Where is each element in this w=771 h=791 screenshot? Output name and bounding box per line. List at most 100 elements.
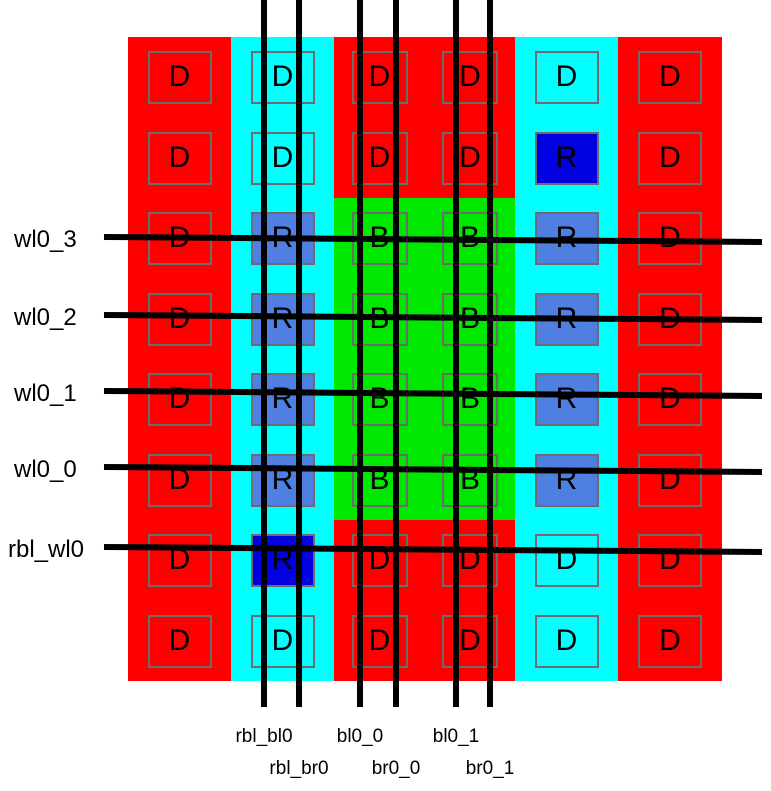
bitcell-outline: [442, 51, 498, 104]
bitcell-column-bl0-1-row-2: B: [425, 198, 515, 279]
bitcell-column-bl0-0-row-4: B: [334, 359, 425, 440]
bitcell-column-right-port-row-1: R: [515, 118, 618, 199]
bitcell-column-right-dummy-row-7: D: [618, 601, 722, 682]
bitcell-column-rbl-row-3: R: [231, 279, 334, 360]
bitcell-outline: [638, 131, 702, 185]
wordline-label-wl0_3: wl0_3: [14, 226, 77, 253]
wordline-label-wl0_1: wl0_1: [14, 380, 77, 407]
bitcell-outline: [352, 51, 408, 104]
bitcell-outline: [148, 131, 212, 185]
bitcell-outline: [352, 131, 408, 185]
bitcell-column-left-dummy-row-0: D: [128, 37, 231, 118]
bitcell-fill: [535, 212, 599, 265]
bitcell-outline: [638, 292, 702, 346]
bitcell-column-left-dummy-row-7: D: [128, 601, 231, 682]
wordline-label-wl0_0: wl0_0: [14, 456, 77, 483]
bitcell-outline: [352, 212, 408, 265]
bitcell-fill: [251, 453, 315, 507]
bitcell-column-bl0-1-row-5: B: [425, 440, 515, 521]
bitcell-column-rbl-row-7: D: [231, 601, 334, 682]
bitcell-column-rbl-row-0: D: [231, 37, 334, 118]
bitcell-fill: [251, 292, 315, 346]
bitcell-outline: [535, 51, 599, 104]
bitcell-column-right-port-row-7: D: [515, 601, 618, 682]
bitcell-outline: [148, 534, 212, 587]
bitcell-outline: [535, 614, 599, 668]
bitcell-outline: [638, 614, 702, 668]
bitcell-outline: [638, 373, 702, 426]
bitcell-column-left-dummy-row-5: D: [128, 440, 231, 521]
wordline-label-wl0_2: wl0_2: [14, 304, 77, 331]
bitcell-outline: [352, 453, 408, 507]
bitcell-outline: [638, 534, 702, 587]
bitcell-outline: [148, 51, 212, 104]
bitcell-outline: [251, 51, 315, 104]
bitcell-fill: [535, 453, 599, 507]
bitcell-column-right-port-row-6: D: [515, 520, 618, 601]
bitcell-outline: [442, 453, 498, 507]
bitcell-column-bl0-0-row-6: D: [334, 520, 425, 601]
bitcell-outline: [638, 51, 702, 104]
bitcell-column-bl0-0-row-3: B: [334, 279, 425, 360]
bitcell-column-left-dummy-row-6: D: [128, 520, 231, 601]
bitcell-column-bl0-1-row-4: B: [425, 359, 515, 440]
bitcell-outline: [352, 614, 408, 668]
bitcell-column-right-dummy-row-6: D: [618, 520, 722, 601]
bitcell-fill: [251, 373, 315, 426]
bitcell-outline: [352, 534, 408, 587]
bitcell-column-bl0-0-row-7: D: [334, 601, 425, 682]
bitcell-outline: [638, 212, 702, 265]
bitcell-column-right-dummy-row-5: D: [618, 440, 722, 521]
bitcell-outline: [352, 373, 408, 426]
bitcell-column-bl0-1-row-7: D: [425, 601, 515, 682]
bitcell-column-rbl-row-5: R: [231, 440, 334, 521]
bitcell-outline: [442, 131, 498, 185]
bitcell-column-bl0-1-row-0: D: [425, 37, 515, 118]
bitcell-outline: [148, 614, 212, 668]
bitcell-column-right-port-row-5: R: [515, 440, 618, 521]
bitcell-outline: [251, 131, 315, 185]
bitcell-column-left-dummy-row-2: D: [128, 198, 231, 279]
bitcell-fill: [535, 373, 599, 426]
bitcell-column-bl0-0-row-0: D: [334, 37, 425, 118]
bitcell-column-rbl-row-6: R: [231, 520, 334, 601]
bitline-label-br0_0: br0_0: [371, 758, 421, 779]
bitcell-column-rbl-row-2: R: [231, 198, 334, 279]
bitcell-outline: [148, 292, 212, 346]
wordline-label-rbl_wl0: rbl_wl0: [8, 536, 85, 563]
bitcell-column-right-dummy-row-0: D: [618, 37, 722, 118]
bitcell-fill: [535, 131, 599, 185]
bitcell-column-bl0-1-row-3: B: [425, 279, 515, 360]
bitcell-outline: [442, 212, 498, 265]
bitcell-column-rbl-row-4: R: [231, 359, 334, 440]
bitcell-outline: [148, 373, 212, 426]
bitcell-outline: [148, 453, 212, 507]
bitline-label-rbl_br0: rbl_br0: [269, 758, 329, 779]
bitcell-column-right-port-row-4: R: [515, 359, 618, 440]
bitline-label-bl0_1: bl0_1: [432, 726, 480, 747]
bitcell-column-left-dummy-row-1: D: [128, 118, 231, 199]
bitcell-outline: [638, 453, 702, 507]
bitcell-outline: [535, 534, 599, 587]
bitcell-outline: [442, 292, 498, 346]
bitcell-outline: [442, 534, 498, 587]
bitcell-column-right-port-row-0: D: [515, 37, 618, 118]
bitcell-column-bl0-1-row-6: D: [425, 520, 515, 601]
bitcell-column-right-dummy-row-3: D: [618, 279, 722, 360]
bitcell-column-bl0-0-row-2: B: [334, 198, 425, 279]
bitline-label-rbl_bl0: rbl_bl0: [235, 726, 293, 747]
bitcell-column-right-port-row-2: R: [515, 198, 618, 279]
bitcell-outline: [442, 614, 498, 668]
bitcell-column-rbl-row-1: D: [231, 118, 334, 199]
bitcell-fill: [251, 212, 315, 265]
bitline-label-bl0_0: bl0_0: [336, 726, 384, 747]
bitcell-outline: [251, 614, 315, 668]
bitcell-column-bl0-0-row-1: D: [334, 118, 425, 199]
bitcell-fill: [251, 534, 315, 587]
left-red-column: [128, 37, 231, 681]
right-red-column: [618, 37, 722, 681]
bitcell-outline: [442, 373, 498, 426]
bitcell-column-right-dummy-row-4: D: [618, 359, 722, 440]
bitcell-column-right-port-row-3: R: [515, 279, 618, 360]
